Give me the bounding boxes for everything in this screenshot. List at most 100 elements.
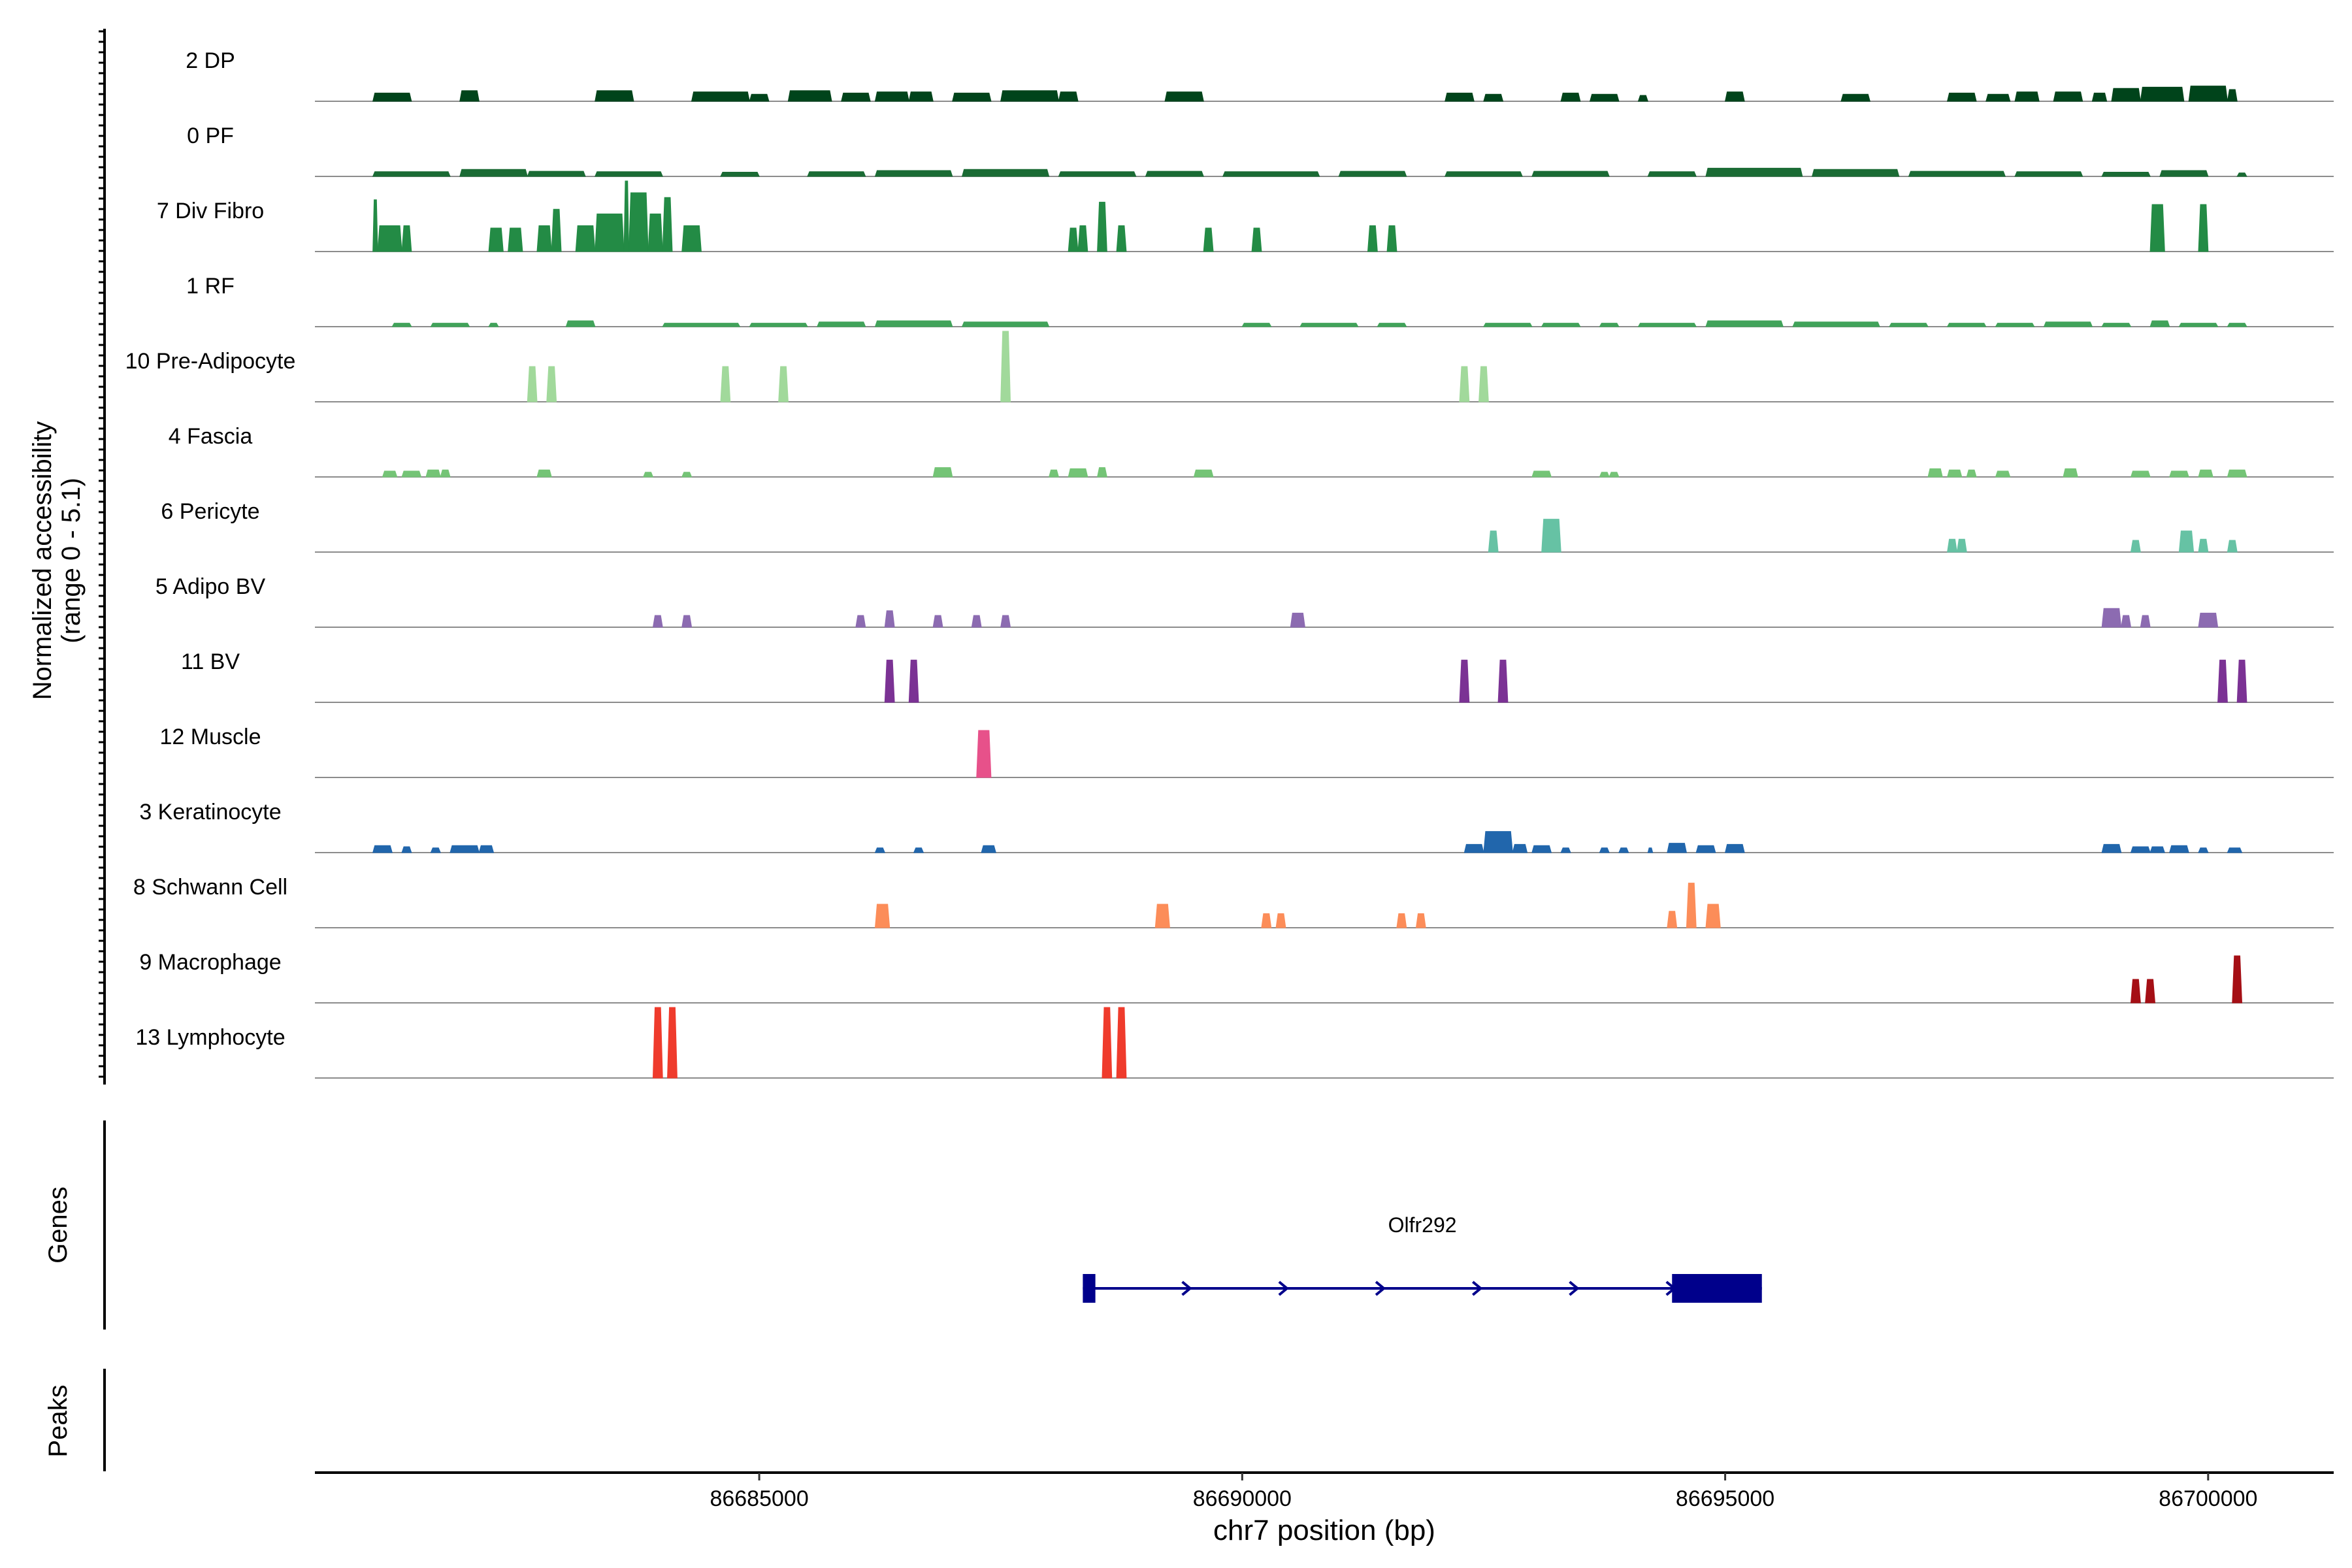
coverage-peak [401,846,412,853]
coverage-peak [749,323,808,327]
coverage-peak [1068,468,1088,478]
track-5: 4 Fascia [169,424,2334,478]
track-3: 1 RF [186,274,2334,327]
coverage-peak [1792,321,1880,327]
coverage-peak [372,199,378,252]
track-label: 13 Lymphocyte [135,1025,285,1050]
genes-panel: Genes Olfr292 [44,1120,1762,1330]
track-10: 3 Keratinocyte [139,800,2334,853]
coverage-peak [681,225,702,252]
coverage-peak [2145,979,2156,1004]
coverage-peak [1695,845,1716,853]
coverage-peak [1908,171,2006,177]
coverage-peak [1377,323,1407,327]
coverage-peak [2014,91,2040,102]
coverage-peak [1164,91,1204,102]
coverage-peak [459,90,480,102]
coverage-peak [971,615,982,628]
coverage-peak [2198,847,2209,853]
coverage-y-range-label: (range 0 - 5.1) [57,478,86,643]
coverage-peak [527,366,538,402]
coverage-peak [662,323,741,327]
track-8: 11 BV [181,649,2334,703]
coverage-tracks: 2 DP 0 PF 7 Div Fibro 1 RF 10 Pre-Adipocyte 4… [125,48,2334,1079]
x-tick-label: 86690000 [1193,1486,1292,1511]
coverage-peak [1251,227,1262,252]
coverage-peak [1116,225,1127,252]
coverage-peak [1478,366,1489,402]
peaks-label: Peaks [44,1384,73,1457]
coverage-peak [1541,323,1581,327]
coverage-peak [1985,93,2011,102]
coverage-peak [623,180,630,252]
coverage-peak [2091,92,2108,102]
coverage-peak [1560,847,1571,853]
coverage-peak [1102,1007,1113,1079]
coverage-peak [595,90,634,102]
coverage-peak [2198,538,2209,553]
track-1: 0 PF [187,123,2334,177]
coverage-peak [976,730,992,778]
coverage-peak [2169,470,2189,478]
coverage-peak [2227,847,2243,853]
coverage-peak [1686,883,1697,928]
coverage-peak [1396,913,1407,928]
coverage-peak [952,92,992,102]
coverage-peak [488,323,499,327]
coverage-peak [1116,1007,1127,1079]
coverage-peak [2063,468,2078,478]
coverage-peak [1154,904,1170,928]
coverage-peak [1946,469,1963,478]
coverage-peak [1811,169,1900,177]
x-tick-label: 86695000 [1676,1486,1774,1511]
coverage-peak [382,470,398,478]
coverage-peak [2149,320,2170,327]
coverage-peak [1705,320,1784,327]
coverage-peak [1609,472,1620,478]
gene-exon [1083,1274,1096,1303]
coverage-peak [855,615,866,628]
coverage-peak [1946,92,1977,102]
coverage-peak [440,469,451,478]
coverage-peak [1097,201,1107,252]
coverage-peak [1261,913,1272,928]
coverage-peak [401,470,422,478]
coverage-peak [372,92,412,102]
coverage-peak [1222,171,1320,177]
coverage-peak [1667,911,1678,928]
coverage-peak [807,171,866,177]
coverage-peak [1512,843,1528,853]
coverage-peak [2198,612,2219,628]
coverage-peak [961,169,1050,177]
coverage-peak [1705,904,1721,928]
coverage-peak [565,320,596,327]
coverage-peak [478,845,495,853]
coverage-peak [1048,469,1060,478]
coverage-peak [2236,172,2247,177]
coverage-peak [908,91,934,102]
coverage-peak [2178,323,2219,327]
coverage-peak [575,225,596,252]
coverage-peak [2149,846,2165,853]
coverage-peak [787,90,832,102]
coverage-peak [1947,538,1957,553]
coverage-peak [2198,469,2213,478]
coverage-peak [2217,659,2228,703]
coverage-peak [1299,323,1359,327]
coverage-peak [628,192,649,252]
coverage-peak [1637,323,1697,327]
coverage-peak [1068,227,1079,252]
coverage-peak [401,225,412,252]
coverage-peak [642,472,654,478]
coverage-peak [652,1007,663,1079]
coverage-peak [1145,171,1204,177]
coverage-peak [527,171,586,177]
coverage-y-axis: Normalized accessibility (range 0 - 5.1) [28,29,106,1085]
coverage-peak [874,320,953,327]
coverage-peak [1889,323,1929,327]
coverage-peak [874,91,909,102]
coverage-peak [841,92,871,102]
coverage-peak [667,1007,678,1079]
coverage-peak [2232,955,2243,1004]
